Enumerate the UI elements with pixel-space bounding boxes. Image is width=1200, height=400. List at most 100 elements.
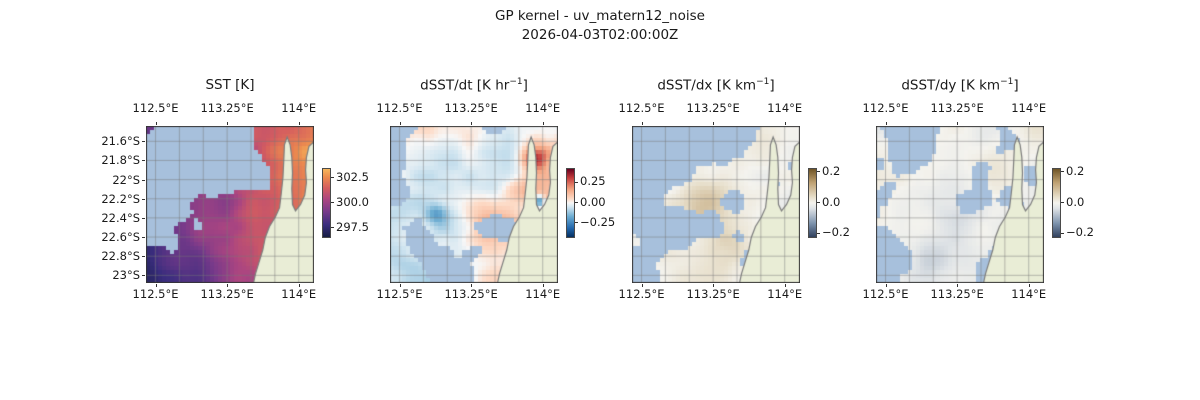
colorbar-tickmark [1061, 171, 1064, 173]
y-tickmark [142, 256, 145, 258]
colorbar-dsst_dy [1052, 168, 1061, 238]
colorbar-tickmark [331, 227, 334, 228]
x-tickmark [399, 122, 401, 125]
y-tick-label: 22°S [112, 172, 140, 187]
x-tick-label-bottom: 113.25°E [930, 287, 984, 301]
y-tickmark [142, 237, 145, 239]
colorbar-tick-label: −0.2 [822, 225, 850, 240]
y-tick-label: 22.2°S [101, 191, 140, 206]
colorbar-tick-label: 0.2 [822, 163, 841, 178]
y-tickmark [142, 217, 145, 219]
x-tickmark [1028, 284, 1030, 287]
figure-timestamp: 2026-04-03T02:00:00Z [521, 27, 679, 43]
y-tick-label: 22.4°S [101, 210, 140, 225]
x-tickmark [399, 284, 401, 287]
y-tick-label: 23°S [112, 268, 140, 283]
x-tickmark [542, 284, 544, 287]
panel-title-superscript: −1 [1000, 77, 1014, 87]
x-tick-label-bottom: 114°E [281, 287, 317, 301]
y-tickmark [142, 198, 145, 200]
x-tickmark [957, 122, 959, 125]
x-tickmark [957, 284, 959, 287]
x-tick-label-bottom: 114°E [767, 287, 803, 301]
x-tick-label-top: 113.25°E [444, 101, 498, 115]
x-tick-label-top: 112.5°E [618, 101, 665, 115]
colorbar-tickmark [331, 202, 334, 203]
y-tick-label: 21.8°S [101, 153, 140, 168]
colorbar-tickmark [575, 222, 578, 224]
x-tick-label-bottom: 112.5°E [376, 287, 423, 301]
map-canvas-dsst_dx [632, 126, 800, 283]
colorbar-tick-label: 0.25 [580, 174, 606, 189]
map-canvas-dsst_dt [390, 126, 558, 283]
colorbar-tickmark [331, 177, 334, 178]
colorbar-tickmark [575, 181, 578, 183]
x-tickmark [784, 122, 786, 125]
x-tickmark [641, 122, 643, 125]
colorbar-tick-label: 302.5 [336, 169, 369, 184]
colorbar-tickmark [817, 202, 820, 203]
x-tick-label-bottom: 114°E [1011, 287, 1047, 301]
x-tick-label-bottom: 113.25°E [200, 287, 254, 301]
colorbar-tick-label: 297.5 [336, 219, 369, 234]
x-tick-label-top: 114°E [767, 101, 803, 115]
x-tick-label-bottom: 112.5°E [862, 287, 909, 301]
y-tick-label: 22.8°S [101, 249, 140, 264]
colorbar-tick-label: −0.25 [580, 214, 616, 229]
colorbar-tick-label: 0.0 [1066, 194, 1085, 209]
x-tick-label-top: 113.25°E [200, 101, 254, 115]
panel-title-text: ] [769, 77, 775, 94]
panel-title-text: ] [1013, 77, 1019, 94]
x-tickmark [471, 284, 473, 287]
colorbar-dsst_dt [566, 168, 575, 238]
x-tickmark [713, 284, 715, 287]
map-canvas-sst [146, 126, 314, 283]
panel-title-text: dSST/dy [K km [901, 77, 1001, 94]
colorbar-tick-label: 0.00 [580, 194, 606, 209]
x-tick-label-bottom: 113.25°E [444, 287, 498, 301]
colorbar-dsst_dx [808, 168, 817, 238]
panel-title-text: dSST/dt [K hr [420, 77, 510, 94]
y-tickmark [142, 160, 145, 162]
map-canvas-dsst_dy [876, 126, 1044, 283]
x-tickmark [713, 122, 715, 125]
panel-title-text: ] [522, 77, 528, 94]
x-tickmark [227, 284, 229, 287]
x-tickmark [784, 284, 786, 287]
x-tickmark [885, 122, 887, 125]
x-tickmark [885, 284, 887, 287]
panel-title-dsst_dy: dSST/dy [K km−1] [866, 77, 1054, 94]
x-tick-label-top: 114°E [525, 101, 561, 115]
x-tick-label-bottom: 113.25°E [686, 287, 740, 301]
y-tickmark [142, 275, 145, 277]
y-tickmark [142, 141, 145, 143]
x-tick-label-top: 113.25°E [686, 101, 740, 115]
x-tick-label-bottom: 114°E [525, 287, 561, 301]
panel-title-sst: SST [K] [136, 77, 324, 93]
colorbar-tickmark [817, 232, 820, 234]
x-tickmark [542, 122, 544, 125]
x-tick-label-top: 112.5°E [132, 101, 179, 115]
x-tick-label-top: 112.5°E [862, 101, 909, 115]
colorbar-sst [322, 168, 331, 238]
x-tick-label-top: 113.25°E [930, 101, 984, 115]
x-tickmark [227, 122, 229, 125]
x-tick-label-bottom: 112.5°E [618, 287, 665, 301]
colorbar-tick-label: 0.2 [1066, 163, 1085, 178]
panel-title-dsst_dx: dSST/dx [K km−1] [622, 77, 810, 94]
colorbar-tickmark [1061, 202, 1064, 203]
panel-title-text: SST [K] [205, 77, 255, 93]
colorbar-tick-label: 0.0 [822, 194, 841, 209]
x-tickmark [298, 284, 300, 287]
x-tick-label-top: 114°E [1011, 101, 1047, 115]
x-tick-label-top: 114°E [281, 101, 317, 115]
x-tickmark [155, 122, 157, 125]
panel-title-dsst_dt: dSST/dt [K hr−1] [380, 77, 568, 94]
y-tickmark [142, 179, 145, 181]
panel-title-superscript: −1 [756, 77, 770, 87]
x-tick-label-top: 112.5°E [376, 101, 423, 115]
y-tick-label: 21.6°S [101, 134, 140, 149]
x-tickmark [1028, 122, 1030, 125]
panel-title-superscript: −1 [509, 77, 523, 87]
